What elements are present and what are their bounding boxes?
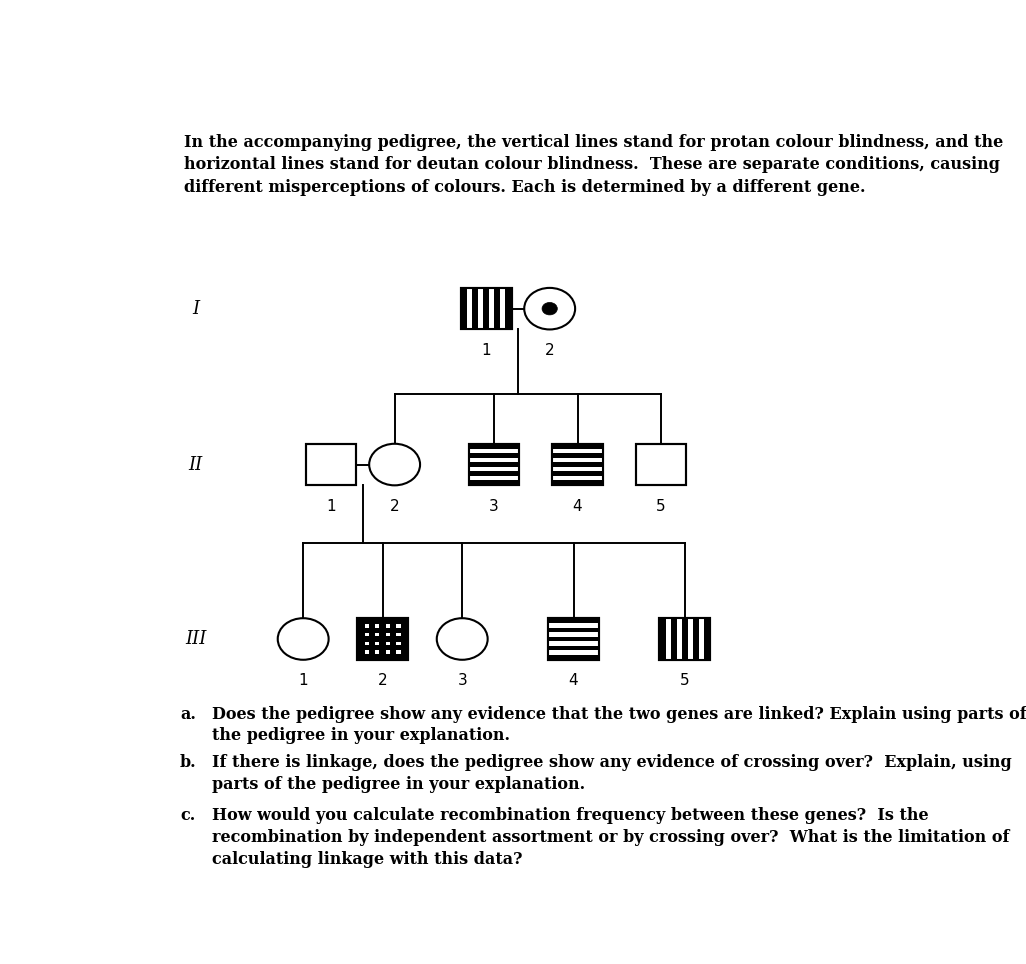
Text: 1: 1 (326, 498, 336, 514)
Bar (306, 443, 356, 485)
Bar (396, 633, 400, 636)
Ellipse shape (369, 443, 420, 485)
Bar (386, 642, 390, 645)
Bar (376, 650, 380, 654)
Bar (396, 650, 400, 654)
Bar (699, 619, 704, 659)
Text: 5: 5 (657, 498, 666, 514)
Text: 2: 2 (545, 343, 554, 358)
Bar (688, 619, 693, 659)
Bar (549, 641, 598, 646)
Bar (396, 642, 400, 645)
Bar (489, 288, 494, 329)
Ellipse shape (437, 618, 487, 659)
Bar (552, 443, 603, 485)
Bar (549, 650, 598, 655)
Bar (376, 633, 380, 636)
Bar (553, 458, 602, 463)
Bar (635, 443, 686, 485)
Bar (549, 632, 598, 637)
Bar (467, 288, 472, 329)
Bar (357, 618, 408, 659)
Text: 5: 5 (680, 673, 689, 688)
Bar (365, 650, 369, 654)
Bar (660, 618, 710, 659)
Bar (469, 443, 519, 485)
Bar (548, 618, 599, 659)
Text: c.: c. (180, 808, 195, 824)
Bar (376, 642, 380, 645)
Bar (365, 625, 369, 628)
Text: b.: b. (180, 754, 197, 771)
Text: III: III (185, 630, 206, 648)
Text: 3: 3 (458, 673, 467, 688)
Text: If there is linkage, does the pedigree show any evidence of crossing over?  Expl: If there is linkage, does the pedigree s… (211, 754, 1012, 792)
Bar (666, 619, 671, 659)
Bar (365, 642, 369, 645)
Bar (469, 449, 519, 453)
Bar (635, 443, 686, 485)
Text: Does the pedigree show any evidence that the two genes are linked? Explain using: Does the pedigree show any evidence that… (211, 706, 1026, 744)
Text: II: II (189, 456, 203, 473)
Text: 2: 2 (390, 498, 399, 514)
Bar (306, 443, 356, 485)
Bar (365, 633, 369, 636)
Bar (553, 476, 602, 480)
Bar (552, 443, 603, 485)
Bar (501, 288, 505, 329)
Ellipse shape (542, 303, 557, 315)
Text: 4: 4 (568, 673, 579, 688)
Text: 1: 1 (299, 673, 308, 688)
Text: 3: 3 (489, 498, 499, 514)
Bar (469, 476, 519, 480)
Bar (386, 650, 390, 654)
Ellipse shape (524, 288, 576, 330)
Bar (549, 623, 598, 628)
Bar (386, 625, 390, 628)
Bar (553, 449, 602, 453)
Bar (461, 288, 512, 330)
Bar (469, 443, 519, 485)
Text: 4: 4 (573, 498, 583, 514)
Text: 2: 2 (378, 673, 388, 688)
Text: a.: a. (180, 706, 196, 723)
Bar (469, 458, 519, 463)
Text: How would you calculate recombination frequency between these genes?  Is the
rec: How would you calculate recombination fr… (211, 808, 1010, 868)
Bar (553, 467, 602, 471)
Ellipse shape (278, 618, 328, 659)
Bar (478, 288, 483, 329)
Bar (548, 618, 599, 659)
Bar (376, 625, 380, 628)
Bar (357, 618, 408, 659)
Bar (660, 618, 710, 659)
Bar (461, 288, 512, 330)
Text: In the accompanying pedigree, the vertical lines stand for protan colour blindne: In the accompanying pedigree, the vertic… (184, 134, 1003, 196)
Bar (396, 625, 400, 628)
Bar (469, 467, 519, 471)
Bar (386, 633, 390, 636)
Text: I: I (192, 300, 199, 318)
Bar (677, 619, 681, 659)
Text: 1: 1 (481, 343, 490, 358)
